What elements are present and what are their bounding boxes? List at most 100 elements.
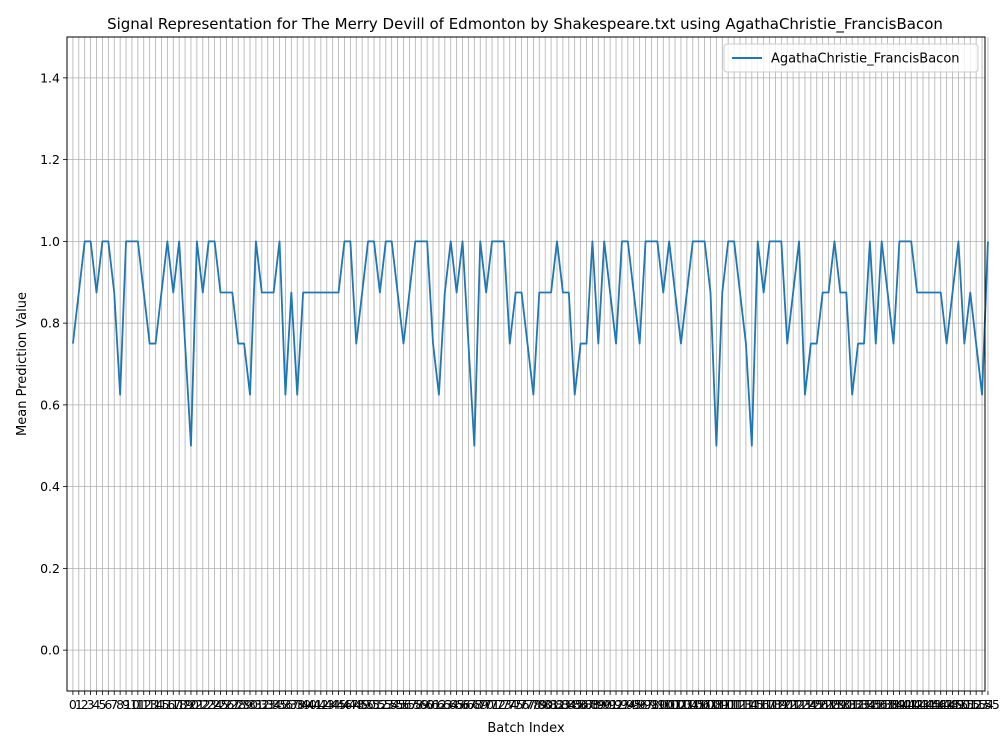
series-line-agathachristie-francisbacon: [72, 240, 989, 447]
x-tick-label: 104: [675, 697, 699, 712]
x-tick-label: 26: [218, 697, 234, 712]
x-tick-label: 101: [657, 697, 681, 712]
x-tick-label: 130: [828, 697, 852, 712]
legend-box: [723, 43, 979, 73]
plot-frame: [66, 36, 986, 692]
x-tick-label: 42: [313, 697, 329, 712]
x-tick-label: 136: [864, 697, 888, 712]
x-tick-label: 9: [122, 697, 130, 712]
x-tick-label: 11: [130, 697, 146, 712]
x-tick-label: 22: [195, 697, 211, 712]
x-tick-label: 65: [449, 697, 465, 712]
x-tick-label: 21: [189, 697, 205, 712]
y-tick-label: 0.4: [40, 479, 60, 494]
x-tick-label: 29: [236, 697, 252, 712]
x-tick-label: 84: [561, 697, 577, 712]
chart-title: Signal Representation for The Merry Devi…: [107, 15, 943, 34]
legend: AgathaChristie_FrancisBacon: [723, 43, 979, 73]
x-tick-label: 96: [632, 697, 648, 712]
x-tick-label: 129: [823, 697, 847, 712]
series-layer: [72, 240, 989, 447]
x-tick-label: 52: [372, 697, 388, 712]
x-tick-label: 61: [425, 697, 441, 712]
x-tick-label: 12: [136, 697, 152, 712]
x-tick-label: 102: [663, 697, 687, 712]
x-tick-label: 113: [728, 697, 752, 712]
x-tick-label: 35: [272, 697, 288, 712]
x-tick-label: 76: [514, 697, 530, 712]
x-tick-label: 100: [651, 697, 675, 712]
x-tick-label: 58: [407, 697, 423, 712]
x-tick-label: 114: [734, 697, 758, 712]
y-tick-label: 1.2: [40, 152, 60, 167]
x-tick-label: 39: [295, 697, 311, 712]
x-tick-label: 7: [110, 697, 118, 712]
x-tick-label: 112: [722, 697, 746, 712]
x-tick-label: 137: [870, 697, 894, 712]
x-tick-label: 124: [793, 697, 817, 712]
x-tick-label: 1: [75, 697, 83, 712]
x-tick-label: 149: [941, 697, 965, 712]
x-tick-label: 110: [710, 697, 734, 712]
x-tick-label: 109: [704, 697, 728, 712]
x-tick-label: 108: [699, 697, 723, 712]
x-tick-label: 14: [148, 697, 164, 712]
x-tick-label: 83: [555, 697, 571, 712]
x-tick-label: 116: [746, 697, 770, 712]
x-tick-label: 107: [693, 697, 717, 712]
x-tick-label: 88: [584, 697, 600, 712]
x-tick-label: 77: [520, 697, 536, 712]
x-tick-label: 46: [337, 697, 353, 712]
x-tick-label: 125: [799, 697, 823, 712]
x-tick-label: 3: [87, 697, 95, 712]
x-tick-label: 51: [366, 697, 382, 712]
x-tick-label: 127: [811, 697, 835, 712]
x-tick-label: 44: [325, 697, 341, 712]
x-tick-label: 121: [775, 697, 799, 712]
x-tick-label: 57: [401, 697, 417, 712]
x-tick-label: 78: [525, 697, 541, 712]
x-tick-label: 85: [567, 697, 583, 712]
x-tick-label: 54: [384, 697, 400, 712]
x-tick-label: 93: [614, 697, 630, 712]
x-tick-label: 68: [466, 697, 482, 712]
x-tick-label: 23: [201, 697, 217, 712]
y-tick-label: 0.2: [40, 561, 60, 576]
x-tick-label: 60: [419, 697, 435, 712]
x-tick-label: 37: [283, 697, 299, 712]
x-tick-label: 43: [319, 697, 335, 712]
x-tick-label: 118: [758, 697, 782, 712]
x-tick-label: 69: [472, 697, 488, 712]
x-tick-label: 25: [213, 697, 229, 712]
x-tick-label: 17: [165, 697, 181, 712]
x-tick-label: 120: [769, 697, 793, 712]
x-tick-label: 115: [740, 697, 764, 712]
x-tick-label: 94: [620, 697, 636, 712]
x-tick-label: 71: [484, 697, 500, 712]
x-tick-label: 148: [935, 697, 959, 712]
x-tick-label: 144: [911, 697, 935, 712]
x-tick-label: 153: [964, 697, 988, 712]
x-tick-label: 95: [626, 697, 642, 712]
x-tick-label: 103: [669, 697, 693, 712]
x-tick-label: 131: [834, 697, 858, 712]
x-tick-label: 147: [929, 697, 953, 712]
x-tick-label: 27: [224, 697, 240, 712]
x-tick-label: 143: [905, 697, 929, 712]
x-tick-label: 2: [81, 697, 89, 712]
y-tick-label: 1.0: [40, 234, 60, 249]
x-tick-label: 154: [970, 697, 994, 712]
x-tick-label: 119: [763, 697, 787, 712]
x-tick-label: 106: [687, 697, 711, 712]
y-tick-label: 0.8: [40, 316, 60, 331]
x-tick-label: 79: [531, 697, 547, 712]
x-tick-label: 0: [69, 697, 77, 712]
x-tick-label: 15: [154, 697, 170, 712]
x-tick-label: 56: [396, 697, 412, 712]
x-tick-label: 82: [549, 697, 565, 712]
x-tick-label: 80: [537, 697, 553, 712]
x-tick-label: 36: [277, 697, 293, 712]
x-tick-label: 117: [752, 697, 776, 712]
x-tick-label: 28: [230, 697, 246, 712]
